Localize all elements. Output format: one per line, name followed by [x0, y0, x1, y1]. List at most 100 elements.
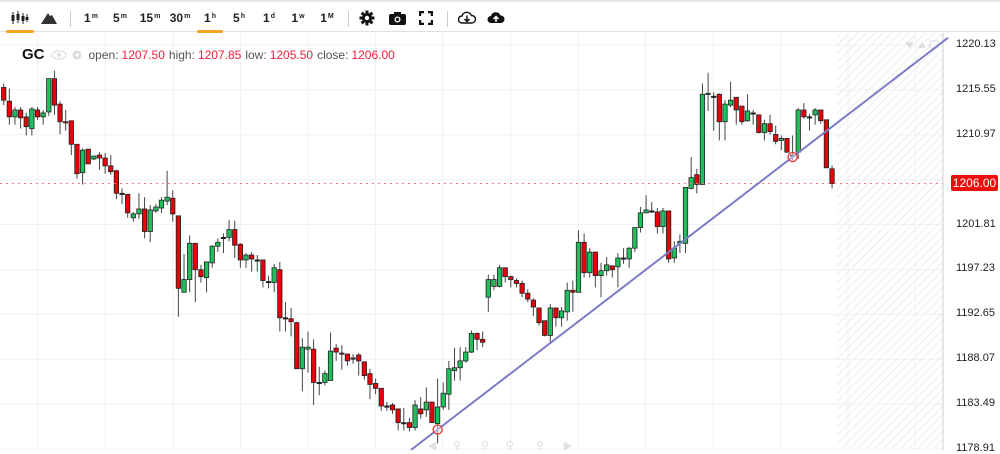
candle-body-up: [744, 110, 751, 122]
candle-body-down: [733, 96, 739, 111]
interval-unit: h: [240, 12, 245, 20]
scroll-right-icon[interactable]: ▶: [564, 440, 573, 450]
scroll-left-icon[interactable]: ◀: [428, 440, 437, 450]
candle-body-up: [187, 242, 193, 280]
candle: [136, 193, 142, 219]
settings-button[interactable]: [356, 6, 378, 30]
candle: [57, 101, 63, 135]
price-tick: 1197.23: [956, 262, 995, 275]
candle: [158, 197, 165, 213]
download-button[interactable]: [456, 6, 478, 30]
trendline-anchor-handle[interactable]: [787, 151, 798, 163]
candle-body-up: [40, 112, 46, 118]
candle: [51, 70, 58, 115]
candle: [699, 83, 706, 185]
zoom-in-icon[interactable]: ⚲: [481, 440, 489, 450]
candle-body-up: [203, 261, 210, 278]
candle: [739, 105, 745, 125]
candle: [299, 338, 305, 392]
candle-body-up: [271, 267, 277, 283]
candle: [181, 254, 187, 293]
candle: [688, 157, 694, 190]
candle: [485, 274, 491, 312]
interval-15m[interactable]: 15 m: [137, 6, 163, 30]
candle: [85, 148, 91, 165]
candle-body-up: [711, 95, 717, 98]
high-label: high:: [168, 47, 195, 62]
low-value: 1205.50: [269, 47, 314, 62]
candle: [108, 155, 114, 175]
candle-body-up: [29, 108, 35, 130]
candle: [23, 112, 29, 136]
gear-icon[interactable]: [71, 49, 83, 61]
candle: [1, 83, 7, 106]
interval-unit: m: [120, 12, 127, 20]
eye-icon[interactable]: [50, 49, 67, 60]
price-tick: 1215.55: [956, 82, 996, 95]
screenshot-button[interactable]: [386, 6, 408, 30]
candle: [463, 347, 469, 363]
candle-body-down: [232, 229, 238, 246]
reset-zoom-icon[interactable]: ⚲: [506, 440, 514, 450]
interval-number: 1: [204, 11, 211, 25]
triangle-icon[interactable]: [918, 42, 926, 48]
upload-button[interactable]: [485, 6, 507, 30]
trendline[interactable]: [410, 36, 949, 450]
candle-body-down: [23, 116, 29, 128]
candle-body-down: [542, 320, 548, 336]
candle-body-up: [322, 373, 328, 383]
candle-body-up: [440, 392, 446, 408]
candle: [249, 252, 255, 272]
candle: [18, 107, 24, 129]
chart-type-area[interactable]: [38, 6, 60, 30]
fullscreen-button[interactable]: [415, 6, 437, 30]
cloud-upload-icon: [487, 12, 505, 23]
candle: [187, 235, 193, 293]
candle-body-up: [575, 241, 582, 293]
candle: [96, 152, 103, 170]
candle-body-down: [96, 154, 103, 159]
candle: [660, 207, 666, 234]
low-label: low:: [245, 47, 267, 62]
candle: [829, 165, 835, 189]
candle: [496, 264, 503, 288]
candle: [29, 107, 35, 136]
candle-body-down: [739, 105, 745, 123]
zoom-icon[interactable]: ⚲: [536, 440, 544, 450]
candle: [756, 114, 762, 134]
candle: [113, 169, 119, 200]
candle-body-up: [558, 310, 565, 319]
trendline-anchor-handle[interactable]: [432, 424, 443, 435]
candle-body-down: [530, 299, 536, 308]
price-chart[interactable]: ◀ ⚲ ⚲ ⚲ ⚲ ▶: [0, 33, 1000, 450]
candle-body-up: [423, 401, 429, 411]
candle-body-up: [457, 360, 463, 369]
candle-body-down: [502, 267, 508, 277]
candle-body-down: [51, 78, 58, 106]
candle-body-down: [767, 123, 773, 132]
candle: [322, 370, 328, 386]
candle: [384, 402, 390, 411]
candle: [305, 331, 311, 373]
candle-body-up: [604, 264, 610, 272]
interval-30m[interactable]: 30 m: [167, 6, 193, 30]
shield-icon[interactable]: [905, 42, 914, 48]
trendline-segment[interactable]: [410, 36, 949, 450]
chart-type-candlestick[interactable]: [6, 6, 34, 33]
candle-body-down: [823, 119, 830, 169]
candle: [271, 263, 277, 293]
zoom-out-icon[interactable]: ⚲: [453, 440, 461, 450]
candle-body-down: [829, 168, 835, 184]
candle: [373, 378, 379, 395]
square-icon[interactable]: [929, 40, 939, 49]
candle: [468, 330, 475, 354]
candle-body-down: [344, 353, 351, 362]
price-tick: 1210.97: [956, 127, 996, 140]
